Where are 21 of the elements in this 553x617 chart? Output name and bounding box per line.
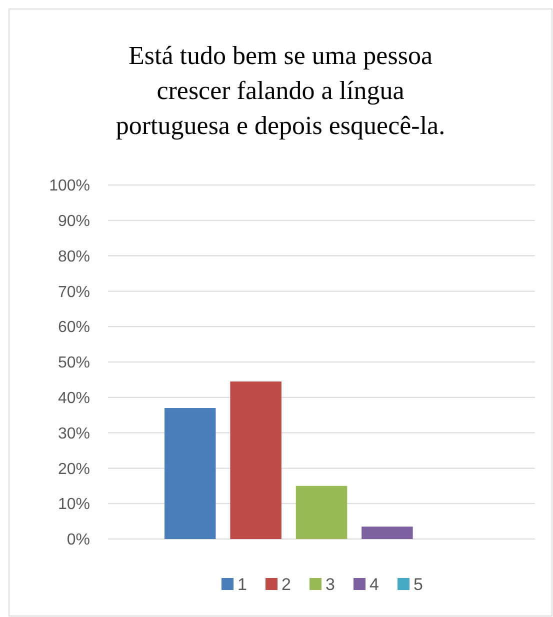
chart-title: Está tudo bem se uma pessoa crescer falando a língua portuguesa e depois esquecê-la. xyxy=(116,41,446,140)
legend-label: 4 xyxy=(370,575,379,594)
legend-label: 3 xyxy=(326,575,335,594)
y-tick-label: 0% xyxy=(66,532,90,549)
y-tick-label: 90% xyxy=(58,213,90,230)
y-tick-label: 60% xyxy=(58,319,90,336)
legend-label: 1 xyxy=(238,575,247,594)
y-tick-label: 80% xyxy=(58,248,90,266)
y-tick-label: 70% xyxy=(58,284,90,301)
bar xyxy=(296,486,348,539)
legend-label: 2 xyxy=(282,575,291,594)
legend-label: 5 xyxy=(414,575,423,594)
y-tick-label: 30% xyxy=(58,425,90,442)
bar xyxy=(362,526,413,539)
y-tick-label: 40% xyxy=(58,390,90,407)
y-tick-label: 50% xyxy=(58,354,90,372)
y-tick-label: 100% xyxy=(49,178,90,195)
bar xyxy=(164,408,216,539)
bar xyxy=(230,381,282,539)
y-tick-label: 20% xyxy=(58,460,90,478)
y-tick-label: 10% xyxy=(58,496,90,514)
